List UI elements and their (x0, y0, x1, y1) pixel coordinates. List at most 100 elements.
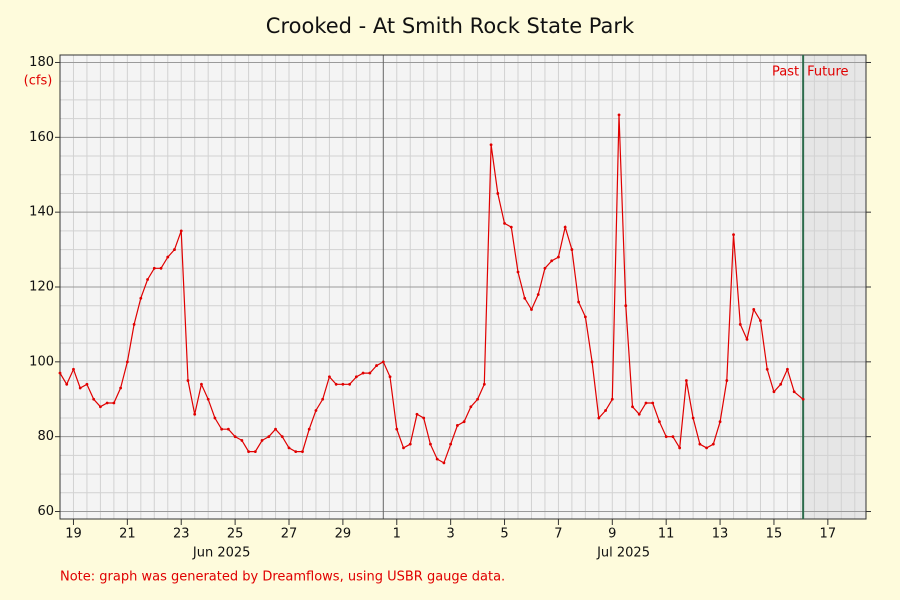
data-point (99, 405, 102, 409)
data-point (509, 225, 513, 229)
data-point (563, 225, 567, 229)
note: Note: graph was generated by Dreamflows,… (60, 570, 505, 585)
x-tick-label: 23 (173, 527, 190, 542)
y-tick-label: 80 (37, 429, 54, 444)
data-point (732, 233, 735, 237)
data-point (617, 113, 621, 117)
x-tick-label: 5 (500, 527, 508, 542)
data-point (112, 401, 116, 405)
x-tick-label: 7 (554, 527, 562, 542)
data-point (435, 457, 439, 461)
data-point (65, 382, 69, 386)
data-point (658, 420, 661, 424)
data-point (449, 442, 453, 446)
data-point (408, 442, 412, 446)
data-point (72, 367, 75, 371)
data-point (610, 397, 614, 401)
x-tick-label: 27 (281, 527, 298, 542)
data-point (334, 382, 338, 386)
data-point (328, 375, 331, 379)
data-point (233, 435, 237, 439)
data-point (523, 296, 527, 300)
data-point (624, 304, 628, 308)
future-label: Future (807, 65, 848, 80)
data-point (58, 371, 62, 375)
data-point (422, 416, 426, 420)
data-point (442, 461, 446, 465)
data-point (671, 435, 675, 439)
x-tick-label: 15 (766, 527, 783, 542)
data-point (705, 446, 708, 450)
data-point (119, 386, 123, 390)
data-point (476, 397, 479, 401)
data-point (590, 360, 594, 364)
data-point (395, 427, 399, 431)
data-point (146, 278, 149, 281)
data-point (482, 382, 486, 386)
data-point (240, 439, 244, 442)
data-point (173, 248, 176, 251)
data-point (536, 293, 540, 296)
data-point (429, 442, 432, 446)
data-point (159, 266, 163, 270)
data-point (691, 416, 695, 420)
data-point (354, 375, 358, 379)
data-point (125, 360, 129, 364)
data-point (78, 386, 82, 390)
data-point (274, 427, 277, 431)
month-label: Jul 2025 (596, 546, 650, 561)
data-point (301, 450, 304, 454)
data-point (415, 412, 419, 416)
data-point (179, 229, 183, 233)
data-point (684, 379, 688, 382)
data-point (139, 296, 143, 300)
data-point (651, 401, 655, 405)
data-point (469, 405, 473, 409)
data-point (718, 420, 722, 424)
data-point (637, 412, 641, 416)
data-point (220, 427, 224, 431)
y-tick-label: 100 (29, 354, 54, 369)
data-point (166, 255, 170, 259)
plot-border (59, 54, 867, 520)
data-point (375, 364, 378, 367)
data-point (368, 371, 372, 375)
data-point (388, 375, 392, 379)
data-point (725, 379, 729, 382)
past-label: Past (772, 65, 799, 80)
month-label: Jun 2025 (192, 546, 251, 561)
chart-title: Crooked - At Smith Rock State Park (266, 14, 635, 38)
data-point (455, 424, 459, 427)
data-point (583, 315, 587, 319)
data-point (516, 270, 520, 274)
data-point (186, 379, 190, 382)
data-point (678, 446, 682, 450)
data-point (213, 416, 217, 420)
x-tick-label: 19 (65, 527, 82, 542)
data-point (792, 390, 796, 394)
data-point (631, 405, 634, 409)
data-point (152, 266, 156, 270)
data-point (314, 409, 318, 412)
data-point (503, 221, 506, 225)
data-point (745, 337, 749, 341)
x-tick-label: 25 (227, 527, 244, 542)
data-point (341, 382, 345, 386)
data-point (779, 382, 783, 386)
data-point (200, 382, 203, 386)
data-point (597, 416, 601, 420)
data-point (489, 143, 493, 147)
data-point (92, 397, 96, 401)
data-point (247, 450, 250, 454)
data-point (361, 371, 365, 375)
y-tick-label: 180 (29, 55, 54, 70)
x-tick-label: 9 (608, 527, 616, 542)
data-point (496, 192, 500, 195)
data-point (226, 427, 230, 431)
data-point (752, 308, 756, 311)
x-tick-label: 29 (335, 527, 352, 542)
data-point (577, 300, 581, 304)
data-point (267, 435, 271, 439)
x-tick-label: 3 (447, 527, 455, 542)
y-axis-label: (cfs) (24, 74, 53, 89)
